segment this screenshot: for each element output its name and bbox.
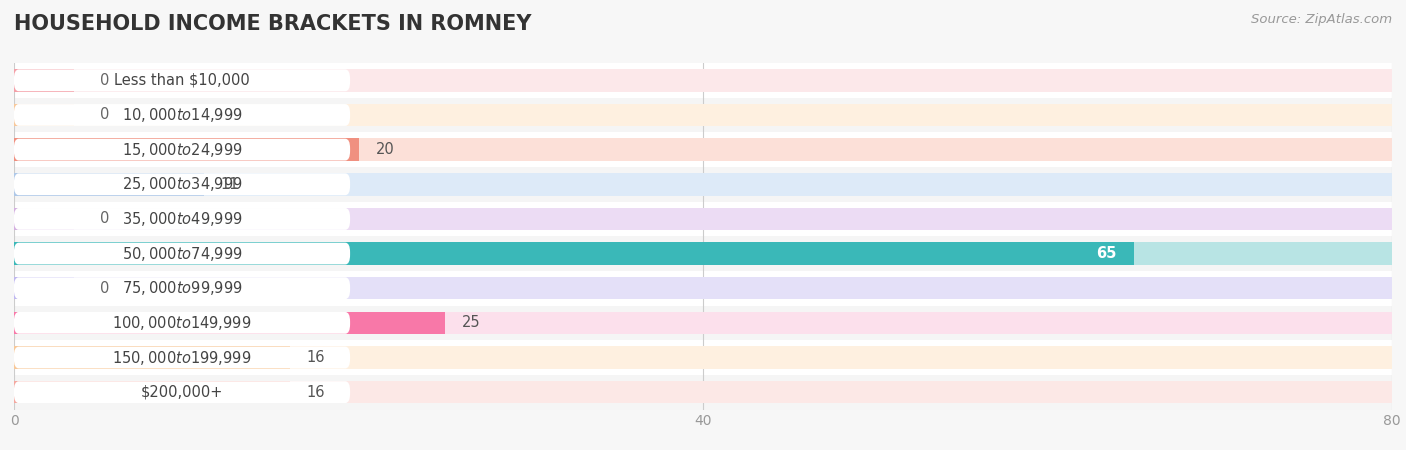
FancyBboxPatch shape <box>14 381 350 403</box>
Text: $10,000 to $14,999: $10,000 to $14,999 <box>121 106 242 124</box>
Text: 65: 65 <box>1097 246 1116 261</box>
Bar <box>14 202 1392 236</box>
Bar <box>14 98 1392 132</box>
FancyBboxPatch shape <box>14 139 350 161</box>
Bar <box>14 277 75 300</box>
Text: Source: ZipAtlas.com: Source: ZipAtlas.com <box>1251 14 1392 27</box>
Bar <box>14 207 75 230</box>
Text: $15,000 to $24,999: $15,000 to $24,999 <box>121 140 242 159</box>
Text: 0: 0 <box>100 212 110 226</box>
Text: 16: 16 <box>307 385 325 400</box>
Bar <box>14 381 1392 404</box>
Bar <box>14 167 1392 202</box>
Bar <box>14 375 1392 410</box>
Bar <box>14 138 359 161</box>
FancyBboxPatch shape <box>14 243 350 265</box>
Bar <box>14 207 1392 230</box>
Text: $25,000 to $34,999: $25,000 to $34,999 <box>121 176 242 194</box>
FancyBboxPatch shape <box>14 104 350 126</box>
FancyBboxPatch shape <box>14 208 350 230</box>
Bar <box>14 311 1392 334</box>
Bar <box>14 346 290 369</box>
Bar <box>14 69 75 92</box>
Bar <box>14 63 1392 98</box>
Text: 0: 0 <box>100 108 110 122</box>
Bar <box>14 69 1392 92</box>
Bar <box>14 306 1392 340</box>
Text: Less than $10,000: Less than $10,000 <box>114 73 250 88</box>
FancyBboxPatch shape <box>14 346 350 369</box>
Bar <box>14 132 1392 167</box>
Bar <box>14 311 444 334</box>
Bar <box>14 340 1392 375</box>
Text: HOUSEHOLD INCOME BRACKETS IN ROMNEY: HOUSEHOLD INCOME BRACKETS IN ROMNEY <box>14 14 531 33</box>
FancyBboxPatch shape <box>14 173 350 195</box>
FancyBboxPatch shape <box>14 69 350 91</box>
Bar <box>14 236 1392 271</box>
Text: $200,000+: $200,000+ <box>141 385 224 400</box>
Text: $75,000 to $99,999: $75,000 to $99,999 <box>121 279 242 297</box>
Text: 11: 11 <box>221 177 239 192</box>
FancyBboxPatch shape <box>14 312 350 334</box>
Text: $50,000 to $74,999: $50,000 to $74,999 <box>121 245 242 263</box>
Bar <box>14 173 1392 196</box>
Bar <box>14 138 1392 161</box>
Bar <box>14 242 1133 265</box>
Bar <box>14 381 290 404</box>
Text: 0: 0 <box>100 73 110 88</box>
Text: $100,000 to $149,999: $100,000 to $149,999 <box>112 314 252 332</box>
Bar <box>14 242 1392 265</box>
Text: 20: 20 <box>375 142 395 157</box>
Text: $150,000 to $199,999: $150,000 to $199,999 <box>112 348 252 366</box>
Bar <box>14 104 1392 126</box>
Bar <box>14 104 75 126</box>
Text: 16: 16 <box>307 350 325 365</box>
Bar <box>14 271 1392 306</box>
Bar <box>14 173 204 196</box>
FancyBboxPatch shape <box>14 277 350 299</box>
Text: 0: 0 <box>100 281 110 296</box>
Text: $35,000 to $49,999: $35,000 to $49,999 <box>121 210 242 228</box>
Text: 25: 25 <box>463 315 481 330</box>
Bar <box>14 346 1392 369</box>
Bar <box>14 277 1392 300</box>
